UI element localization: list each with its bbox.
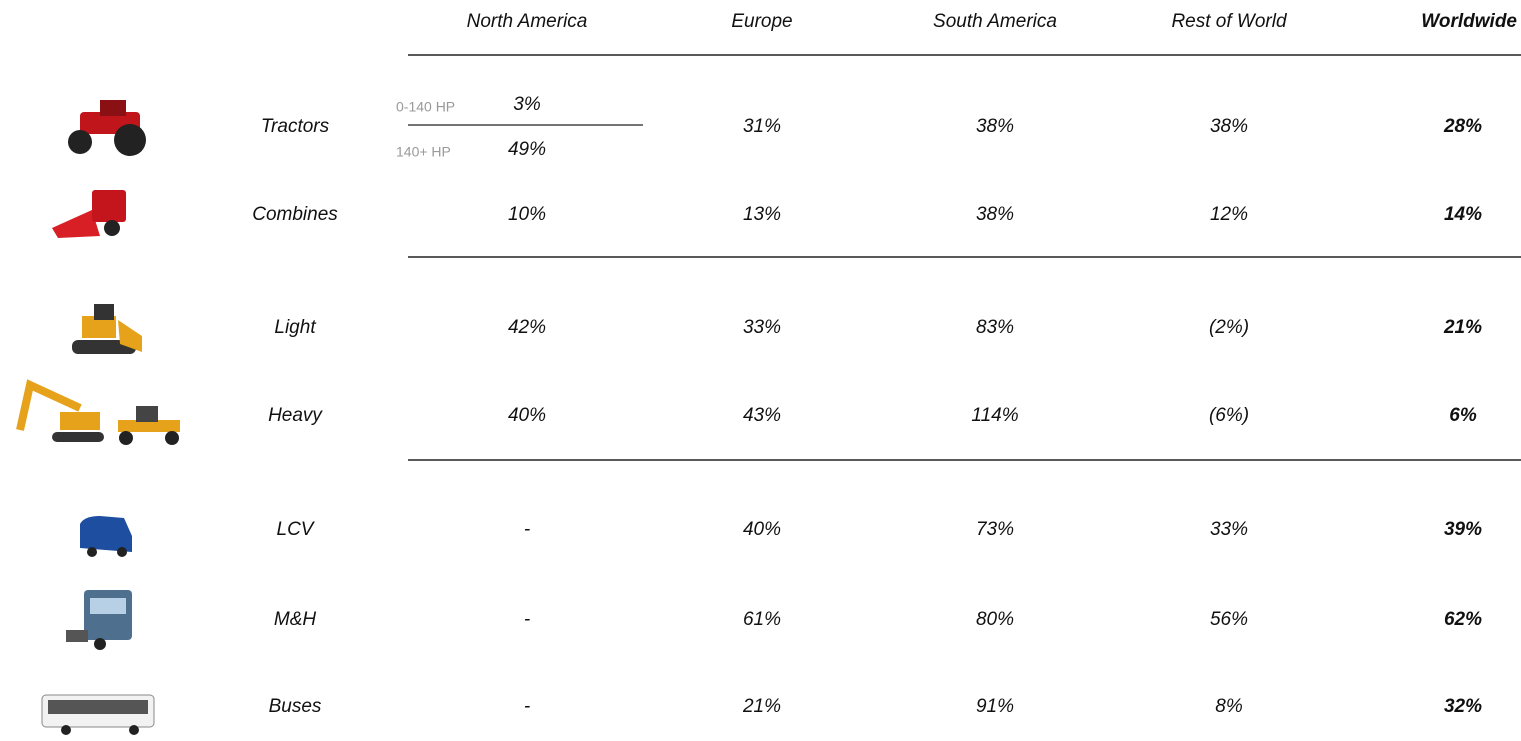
- column-header: Europe: [731, 11, 792, 32]
- cell-value: 43%: [743, 405, 781, 426]
- tractor-icon: [68, 100, 146, 156]
- segment-label: 0-140 HP: [396, 99, 455, 115]
- row-label: M&H: [274, 609, 317, 630]
- cell-value: 12%: [1210, 204, 1248, 225]
- cell-value: 38%: [976, 204, 1014, 225]
- van-icon: [80, 516, 132, 557]
- cell-value: 73%: [976, 519, 1014, 540]
- cell-value: 33%: [1210, 519, 1248, 540]
- cell-value: 14%: [1444, 204, 1482, 225]
- cell-value: 83%: [976, 317, 1014, 338]
- column-header: North America: [467, 11, 588, 32]
- truck-icon: [66, 590, 132, 650]
- cell-value: 21%: [1443, 317, 1482, 338]
- row-label: Heavy: [268, 405, 323, 426]
- cell-value: 91%: [976, 696, 1014, 717]
- cell-value: 33%: [743, 317, 781, 338]
- row-label: LCV: [277, 519, 316, 540]
- cell-value: 40%: [508, 405, 546, 426]
- segment-value: 3%: [513, 94, 541, 115]
- cell-value: -: [524, 519, 530, 540]
- cell-value: 6%: [1449, 405, 1477, 426]
- cell-value: 10%: [508, 204, 546, 225]
- excavator-icon: [16, 379, 180, 445]
- cell-value: (2%): [1209, 317, 1249, 338]
- row-label: Light: [274, 317, 316, 338]
- column-header: South America: [933, 11, 1057, 32]
- segment-value: 49%: [508, 139, 546, 160]
- cell-value: 8%: [1215, 696, 1243, 717]
- cell-value: -: [524, 609, 530, 630]
- cell-value: 39%: [1444, 519, 1482, 540]
- cell-value: 42%: [508, 317, 546, 338]
- cell-value: 38%: [1210, 116, 1248, 137]
- row-label: Buses: [269, 696, 322, 717]
- cell-value: 21%: [742, 696, 781, 717]
- cell-value: 28%: [1443, 116, 1482, 137]
- column-header: Worldwide: [1421, 11, 1517, 32]
- cell-value: 31%: [743, 116, 781, 137]
- cell-value: 62%: [1444, 609, 1482, 630]
- cell-value: 61%: [743, 609, 781, 630]
- row-label: Tractors: [261, 116, 330, 137]
- cell-value: 56%: [1210, 609, 1248, 630]
- segment-label: 140+ HP: [396, 144, 451, 160]
- column-header: Rest of World: [1171, 11, 1288, 32]
- loader-icon: [72, 304, 142, 354]
- bus-icon: [41, 694, 155, 735]
- cell-value: (6%): [1209, 405, 1249, 426]
- combine-icon: [52, 190, 126, 238]
- cell-value: 13%: [743, 204, 781, 225]
- cell-value: 114%: [971, 405, 1018, 426]
- cell-value: 32%: [1444, 696, 1482, 717]
- cell-value: -: [524, 696, 530, 717]
- cell-value: 80%: [976, 609, 1014, 630]
- cell-value: 38%: [976, 116, 1014, 137]
- icons: [16, 100, 180, 735]
- row-label: Combines: [252, 204, 338, 225]
- cell-value: 40%: [743, 519, 781, 540]
